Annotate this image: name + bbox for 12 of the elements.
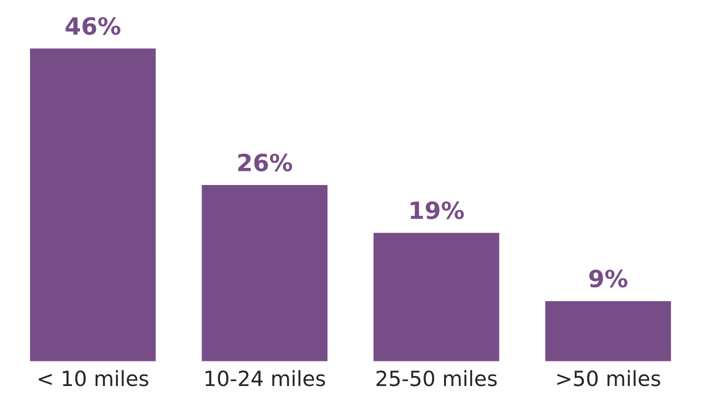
- bar: [28, 47, 158, 362]
- data-label: 9%: [589, 270, 628, 288]
- data-label: 26%: [238, 154, 292, 172]
- data-label: 19%: [410, 201, 464, 220]
- x-tick-label: 10-24 miles: [206, 370, 325, 386]
- data-label: 46%: [66, 17, 120, 35]
- x-tick-label: >50 miles: [557, 370, 660, 386]
- bar: [372, 231, 501, 362]
- x-tick-label: < 10 miles: [38, 370, 148, 386]
- bar: [544, 300, 672, 362]
- x-tick-label: 25-50 miles: [376, 370, 497, 386]
- bar: [200, 184, 329, 362]
